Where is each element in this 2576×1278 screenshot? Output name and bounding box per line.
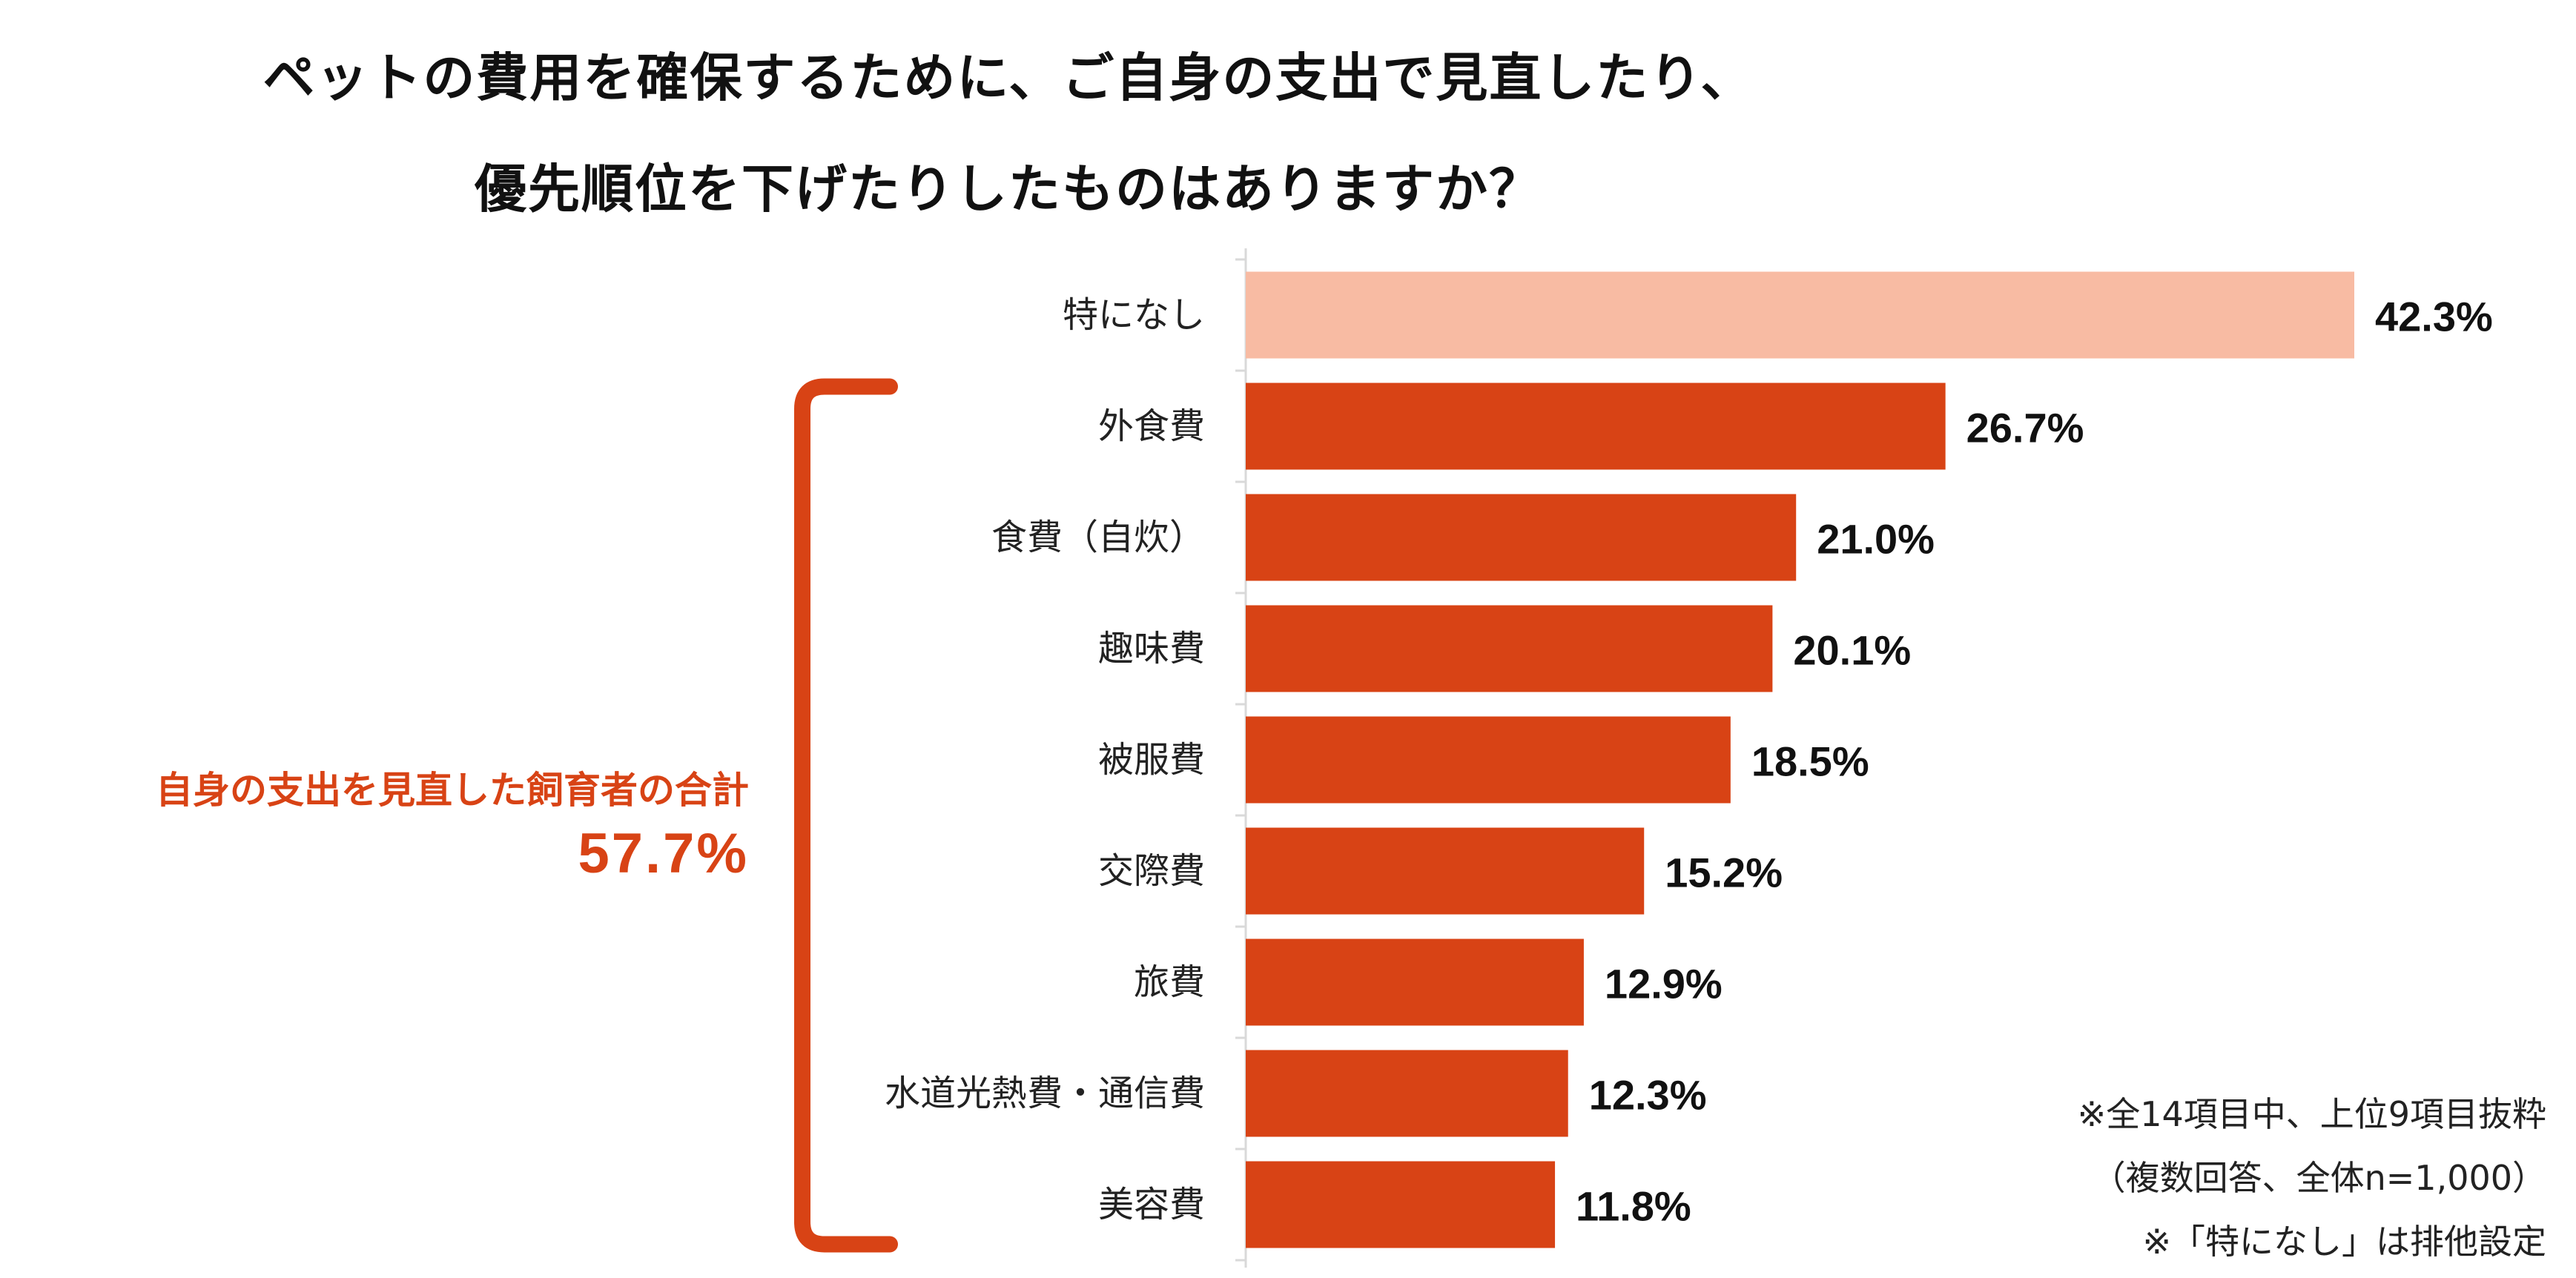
footnote-2: （複数回答、全体n=1,000） [2091,1158,2546,1198]
bar [1246,1161,1556,1248]
value-label: 12.9% [1605,961,1723,1007]
title-line-1: ペットの費用を確保するために、ご自身の支出で見直したり、 [262,47,1754,108]
value-label: 20.1% [1793,627,1911,674]
category-label: 交際費 [1098,850,1205,892]
footnote-1: ※全14項目中、上位9項目抜粋 [2077,1094,2546,1134]
group-total-value: 57.7% [578,822,749,885]
title-line-2: 優先順位を下げたりしたものはありますか？ [475,159,1542,219]
bar [1246,271,2354,359]
value-label: 42.3% [2375,294,2493,340]
category-label: 旅費 [1134,961,1205,1003]
bar [1246,494,1797,581]
group-total-text: 自身の支出を見直した飼育者の合計 [156,769,749,812]
bar [1246,938,1584,1026]
category-label: 特になし [1063,294,1205,336]
category-label: 被服費 [1098,739,1205,781]
group-total-label: 自身の支出を見直した飼育者の合計 57.7% [15,762,749,890]
bar [1246,605,1773,692]
group-bracket [794,378,898,1253]
value-label: 15.2% [1665,850,1783,896]
category-label: 趣味費 [1098,628,1205,669]
bar [1246,383,1946,470]
chart-title: ペットの費用を確保するために、ご自身の支出で見直したり、 優先順位を下げたりした… [0,22,2017,245]
value-label: 26.7% [1966,405,2084,451]
value-label: 12.3% [1589,1072,1707,1119]
bar [1246,716,1731,804]
value-label: 21.0% [1817,516,1935,563]
category-label: 外食費 [1098,405,1205,447]
value-label: 18.5% [1751,738,1869,785]
bar [1246,1050,1568,1137]
footnote-3: ※「特になし」は排他設定 [2142,1222,2546,1262]
category-label: 水道光熱費・通信費 [885,1073,1205,1114]
footnotes: ※全14項目中、上位9項目抜粋 （複数回答、全体n=1,000） ※「特になし」… [2078,1082,2546,1274]
value-label: 11.8% [1576,1183,1691,1230]
category-label: 美容費 [1098,1184,1205,1225]
category-label: 食費（自炊） [991,517,1205,558]
bar [1246,827,1645,915]
